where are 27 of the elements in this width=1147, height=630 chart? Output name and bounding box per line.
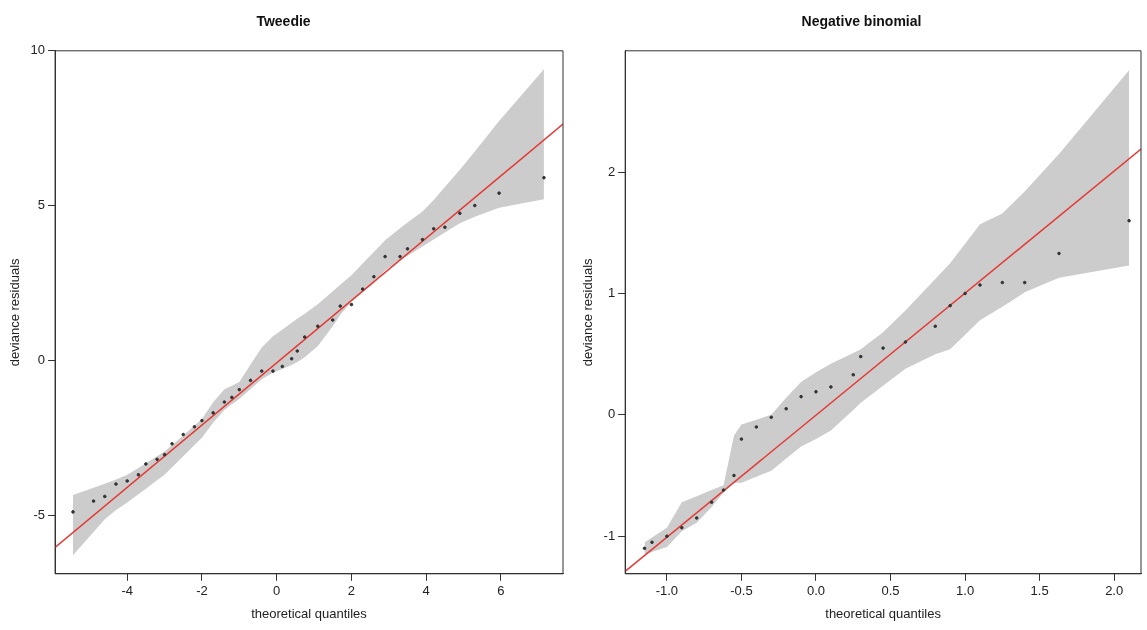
y-tick-label: 5	[37, 197, 46, 213]
x-tick-label: -4	[121, 583, 133, 599]
x-tick-label: 2	[347, 583, 356, 599]
x-axis-title: theoretical quantiles	[251, 605, 368, 621]
y-tick-label: 0	[607, 406, 616, 422]
y-tick-label: 2	[607, 163, 616, 179]
x-tick-label: 0	[273, 583, 281, 599]
x-tick-label: -1.0	[655, 583, 679, 599]
x-tick-label: 0.0	[806, 583, 826, 599]
x-tick-label: -0.5	[730, 583, 753, 599]
x-tick-label: 1.0	[956, 583, 975, 599]
y-tick-label: 0	[37, 351, 46, 367]
x-tick-label: 0.5	[881, 583, 900, 599]
y-axis-title: deviance residuals	[580, 257, 596, 367]
chart-title: Tweedie	[256, 13, 311, 30]
x-axis-title: theoretical quantiles	[825, 605, 942, 621]
x-tick-label: 4	[422, 583, 430, 599]
y-axis-title: deviance residuals	[7, 257, 23, 367]
chart-title: Negative binomial	[801, 13, 922, 30]
x-tick-label: 2.0	[1105, 583, 1124, 599]
x-tick-label: 1.5	[1030, 583, 1049, 599]
x-tick-label: -2	[196, 583, 208, 599]
y-tick-label: 1	[607, 285, 616, 301]
x-tick-label: 6	[497, 583, 505, 599]
y-tick-label: -1	[603, 527, 616, 543]
y-tick-label: 10	[30, 42, 46, 58]
y-tick-label: -5	[33, 506, 46, 522]
